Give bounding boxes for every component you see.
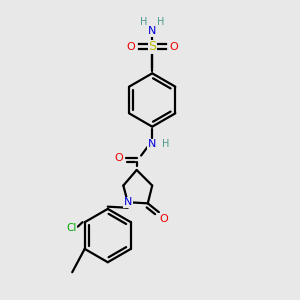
Text: N: N — [148, 26, 156, 36]
Text: H: H — [162, 140, 169, 149]
Text: O: O — [127, 42, 136, 52]
Text: H: H — [140, 17, 147, 27]
Text: N: N — [124, 197, 132, 207]
Text: N: N — [148, 140, 156, 149]
Text: O: O — [159, 214, 168, 224]
Text: O: O — [115, 153, 123, 163]
Text: S: S — [148, 40, 156, 53]
Text: H: H — [158, 17, 165, 27]
Text: O: O — [169, 42, 178, 52]
Text: Cl: Cl — [66, 223, 76, 233]
